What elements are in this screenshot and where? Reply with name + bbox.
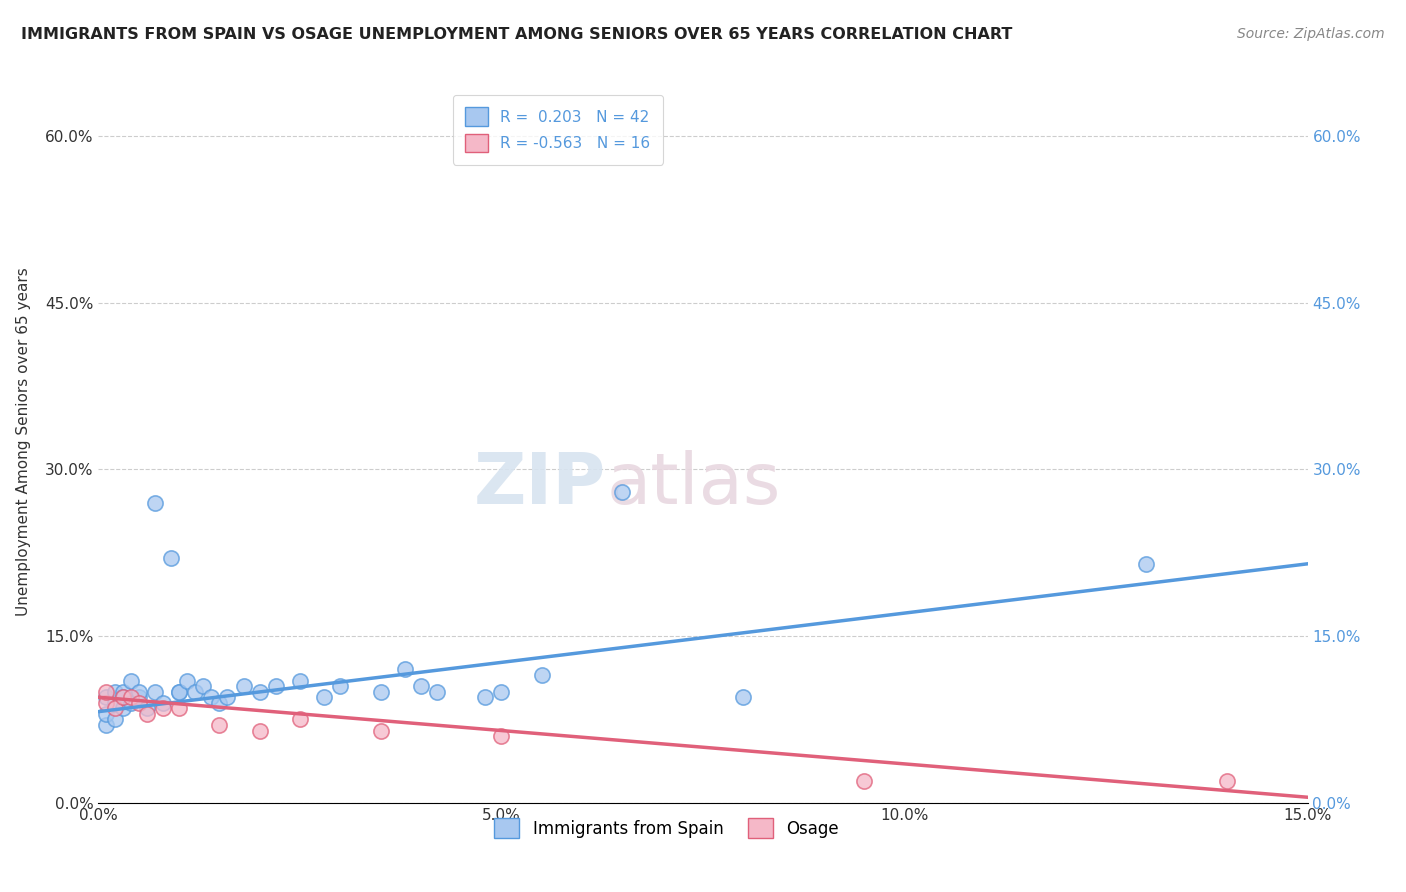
Point — [160, 551, 183, 566]
Point — [409, 679, 432, 693]
Point — [491, 684, 513, 698]
Point — [128, 684, 150, 698]
Point — [135, 701, 157, 715]
Point — [249, 684, 271, 698]
Point — [152, 696, 174, 710]
Point — [733, 690, 755, 705]
Point — [208, 696, 231, 710]
Text: Source: ZipAtlas.com: Source: ZipAtlas.com — [1237, 27, 1385, 41]
Point — [426, 684, 449, 698]
Point — [96, 696, 118, 710]
Text: atlas: atlas — [606, 450, 780, 519]
Point — [120, 690, 142, 705]
Point — [143, 496, 166, 510]
Point — [103, 696, 125, 710]
Point — [491, 729, 513, 743]
Point — [314, 690, 336, 705]
Point — [193, 679, 215, 693]
Text: IMMIGRANTS FROM SPAIN VS OSAGE UNEMPLOYMENT AMONG SENIORS OVER 65 YEARS CORRELAT: IMMIGRANTS FROM SPAIN VS OSAGE UNEMPLOYM… — [21, 27, 1012, 42]
Point — [249, 723, 271, 738]
Legend: Immigrants from Spain, Osage: Immigrants from Spain, Osage — [488, 812, 846, 845]
Point — [111, 701, 134, 715]
Point — [1216, 773, 1239, 788]
Point — [111, 690, 134, 705]
Point — [96, 718, 118, 732]
Point — [217, 690, 239, 705]
Point — [853, 773, 876, 788]
Point — [329, 679, 352, 693]
Point — [288, 673, 311, 688]
Point — [474, 690, 496, 705]
Point — [1135, 557, 1157, 571]
Point — [176, 673, 198, 688]
Point — [530, 668, 553, 682]
Point — [288, 713, 311, 727]
Point — [394, 662, 416, 676]
Point — [167, 684, 190, 698]
Point — [143, 684, 166, 698]
Point — [103, 684, 125, 698]
Point — [208, 718, 231, 732]
Point — [128, 690, 150, 705]
Point — [96, 690, 118, 705]
Point — [111, 690, 134, 705]
Point — [96, 706, 118, 721]
Point — [152, 701, 174, 715]
Point — [120, 673, 142, 688]
Point — [184, 684, 207, 698]
Point — [128, 696, 150, 710]
Point — [200, 690, 222, 705]
Point — [103, 701, 125, 715]
Point — [103, 713, 125, 727]
Point — [370, 684, 392, 698]
Point — [111, 684, 134, 698]
Point — [264, 679, 287, 693]
Point — [167, 684, 190, 698]
Point — [370, 723, 392, 738]
Point — [167, 701, 190, 715]
Y-axis label: Unemployment Among Seniors over 65 years: Unemployment Among Seniors over 65 years — [17, 268, 31, 615]
Point — [612, 484, 634, 499]
Point — [135, 706, 157, 721]
Point — [232, 679, 254, 693]
Point — [96, 684, 118, 698]
Text: ZIP: ZIP — [474, 450, 606, 519]
Point — [120, 696, 142, 710]
